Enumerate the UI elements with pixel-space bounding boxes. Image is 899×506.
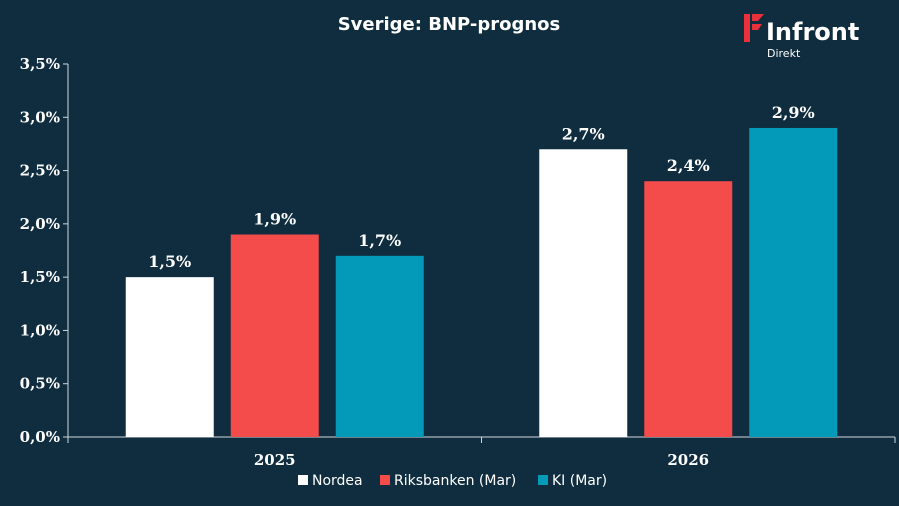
bars: [125, 127, 838, 437]
y-tick-label: 0,0%: [20, 428, 60, 446]
bar: [749, 127, 838, 437]
bar: [539, 149, 628, 437]
data-label: 2,7%: [562, 124, 605, 143]
bar: [335, 255, 424, 437]
bar: [644, 181, 733, 437]
legend-label: Riksbanken (Mar): [394, 473, 516, 489]
y-tick-label: 1,5%: [20, 268, 60, 286]
y-tick-label: 2,5%: [20, 162, 60, 180]
data-label: 2,4%: [667, 156, 710, 175]
legend: Nordea Riksbanken (Mar) KI (Mar): [298, 473, 607, 489]
legend-swatch: [298, 475, 308, 485]
x-axis: 2025 2026: [67, 436, 896, 469]
y-tick-label: 3,0%: [20, 108, 60, 126]
bar: [125, 277, 214, 437]
y-axis: 0,0% 0,5% 1,0% 1,5% 2,0% 2,5% 3,0% 3,5%: [20, 55, 69, 446]
chart-title: Sverige: BNP-prognos: [338, 14, 561, 35]
legend-swatch: [380, 475, 390, 485]
data-label: 1,7%: [358, 231, 401, 250]
data-label: 1,9%: [253, 210, 296, 229]
infront-logo: Infront Direkt: [744, 14, 859, 60]
data-label: 2,9%: [772, 103, 815, 122]
bar: [230, 234, 319, 437]
legend-label: KI (Mar): [552, 473, 607, 489]
logo-name: Infront: [766, 18, 859, 46]
y-tick-label: 1,0%: [20, 321, 60, 339]
y-tick-label: 2,0%: [20, 215, 60, 233]
infront-logo-mark: [744, 14, 764, 42]
data-labels: 1,5% 1,9% 1,7% 2,7% 2,4% 2,9%: [148, 103, 815, 271]
legend-label: Nordea: [312, 473, 363, 489]
logo-sub: Direkt: [767, 47, 801, 60]
x-tick-label: 2025: [254, 451, 296, 469]
y-tick-label: 3,5%: [20, 55, 60, 73]
data-label: 1,5%: [148, 252, 191, 271]
legend-swatch: [538, 475, 548, 485]
x-tick-label: 2026: [667, 451, 709, 469]
y-tick-label: 0,5%: [20, 375, 60, 393]
